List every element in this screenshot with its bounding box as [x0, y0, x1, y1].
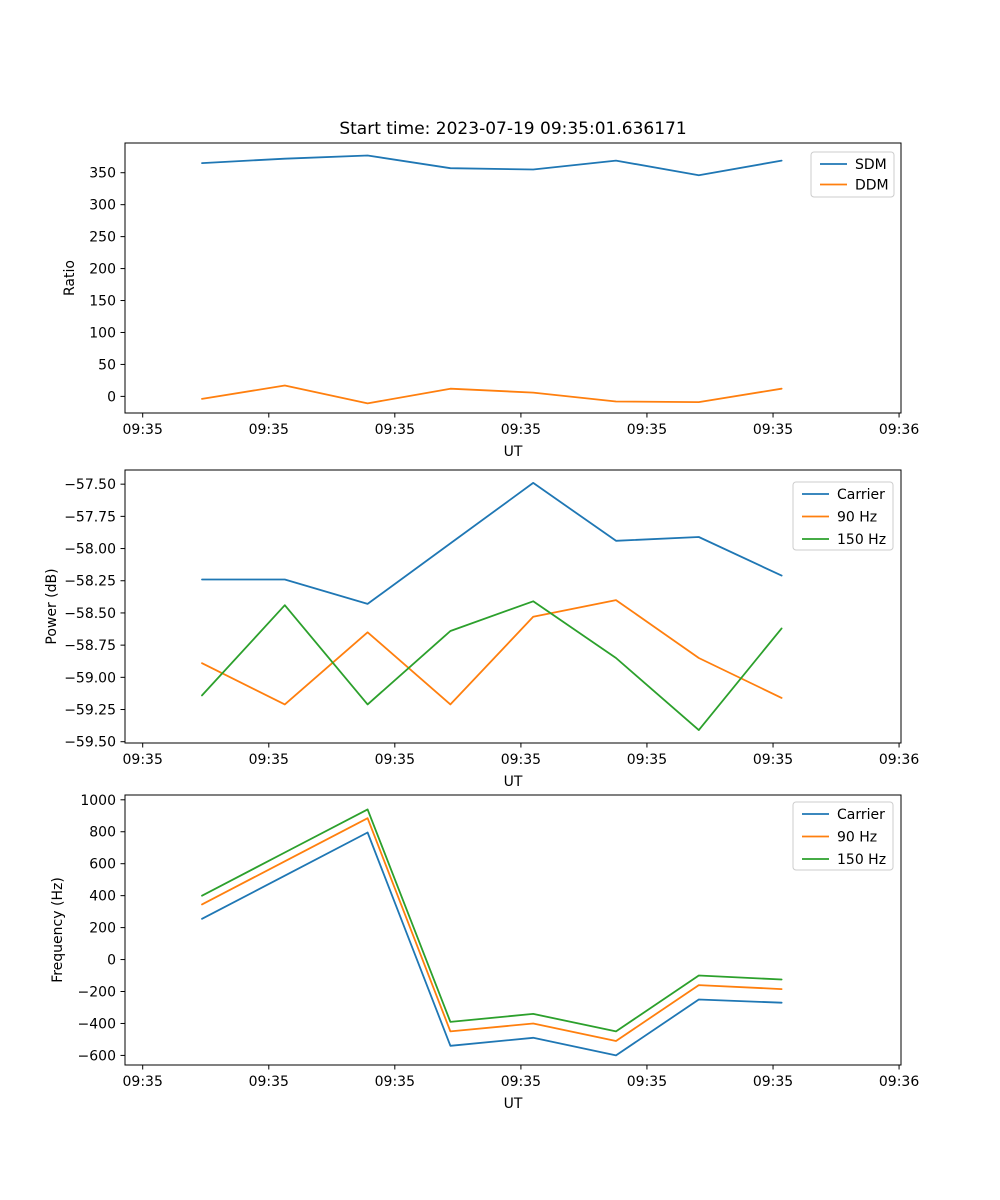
- y-tick-label: −57.75: [64, 509, 116, 525]
- y-tick-label: 150: [89, 294, 116, 310]
- x-tick-label: 09:35: [753, 1074, 793, 1090]
- x-tick-label: 09:35: [123, 1074, 163, 1090]
- x-tick-label: 09:35: [753, 422, 793, 438]
- series-line-90-hz: [201, 817, 783, 1042]
- y-tick-label: −400: [78, 1016, 116, 1032]
- x-tick-label: 09:35: [501, 1074, 541, 1090]
- x-axis-label: UT: [504, 444, 523, 460]
- y-tick-label: 0: [107, 953, 116, 969]
- y-tick-label: 600: [89, 857, 116, 873]
- y-tick-label: −58.25: [64, 574, 116, 590]
- y-axis-label: Power (dB): [44, 568, 60, 644]
- y-tick-label: 200: [89, 262, 116, 278]
- y-tick-label: 200: [89, 921, 116, 937]
- y-tick-label: −58.50: [64, 606, 116, 622]
- legend: Carrier 90 Hz 150 Hz: [792, 481, 894, 551]
- series-line-150-hz: [201, 808, 783, 1033]
- x-tick-label: 09:35: [753, 752, 793, 768]
- y-tick-label: 350: [89, 166, 116, 182]
- figure-title: Start time: 2023-07-19 09:35:01.636171: [339, 119, 687, 139]
- x-tick-label: 09:35: [627, 1074, 667, 1090]
- series-line-90-hz: [201, 599, 783, 706]
- legend-label: DDM: [855, 178, 889, 194]
- legend-label: Carrier: [837, 487, 885, 503]
- series-line-carrier: [201, 831, 783, 1057]
- x-tick-label: 09:35: [501, 752, 541, 768]
- axes-spines: [124, 142, 902, 414]
- subplot-ratio: 0 50 100 150 200 250 300 350 09:35 09:35 09:35 09:3…: [62, 142, 919, 460]
- x-tick-label: 09:35: [123, 752, 163, 768]
- y-axis-label: Ratio: [62, 260, 78, 296]
- subplot-frequency: 1000 800 600 400 200 0 −200 −400 −600 09:35 09:35 0…: [50, 793, 919, 1112]
- legend-label: Carrier: [837, 807, 885, 823]
- y-tick-label: −59.50: [64, 735, 116, 751]
- legend-box: [792, 481, 894, 551]
- legend-label: 90 Hz: [837, 510, 877, 526]
- x-tick-label: 09:35: [249, 1074, 289, 1090]
- x-tick-label: 09:35: [375, 1074, 415, 1090]
- y-tick-label: 250: [89, 230, 116, 246]
- y-tick-label: −58.00: [64, 542, 116, 558]
- y-tick-label: 100: [89, 325, 116, 341]
- y-tick-label: −59.25: [64, 703, 116, 719]
- y-axis-label: Frequency (Hz): [50, 877, 66, 983]
- y-tick-label: −58.75: [64, 638, 116, 654]
- y-tick-label: −59.00: [64, 670, 116, 686]
- x-axis-label: UT: [504, 1096, 523, 1112]
- y-tick-label: 300: [89, 198, 116, 214]
- x-tick-label: 09:35: [123, 422, 163, 438]
- legend-label: SDM: [855, 157, 887, 173]
- axes-spines: [124, 469, 902, 744]
- legend-label: 150 Hz: [837, 532, 886, 548]
- legend-box: [792, 801, 894, 871]
- series-line-150-hz: [201, 600, 783, 731]
- x-tick-label: 09:35: [375, 752, 415, 768]
- series-line-ddm: [201, 384, 783, 405]
- legend-label: 90 Hz: [837, 830, 877, 846]
- y-tick-label: 0: [107, 389, 116, 405]
- y-tick-label: 400: [89, 889, 116, 905]
- x-tick-label: 09:35: [249, 752, 289, 768]
- y-tick-label: 50: [98, 357, 116, 373]
- x-tick-label: 09:36: [879, 752, 919, 768]
- y-tick-label: −57.50: [64, 477, 116, 493]
- y-tick-label: 1000: [80, 793, 116, 809]
- x-tick-label: 09:35: [627, 422, 667, 438]
- legend: Carrier 90 Hz 150 Hz: [792, 801, 894, 871]
- legend: SDM DDM: [810, 151, 895, 198]
- series-line-carrier: [201, 481, 783, 605]
- x-tick-label: 09:35: [249, 422, 289, 438]
- subplot-power: −57.50 −57.75 −58.00 −58.25 −58.50 −58.75 −59.…: [44, 469, 919, 790]
- y-tick-label: 800: [89, 825, 116, 841]
- y-tick-label: −200: [78, 985, 116, 1001]
- series-line-sdm: [201, 154, 783, 177]
- x-tick-label: 09:35: [501, 422, 541, 438]
- x-tick-label: 09:36: [879, 1074, 919, 1090]
- x-tick-label: 09:35: [375, 422, 415, 438]
- legend-label: 150 Hz: [837, 852, 886, 868]
- x-axis-label: UT: [504, 774, 523, 790]
- x-tick-label: 09:36: [879, 422, 919, 438]
- axes-spines: [124, 794, 902, 1066]
- y-tick-label: −600: [78, 1048, 116, 1064]
- x-tick-label: 09:35: [627, 752, 667, 768]
